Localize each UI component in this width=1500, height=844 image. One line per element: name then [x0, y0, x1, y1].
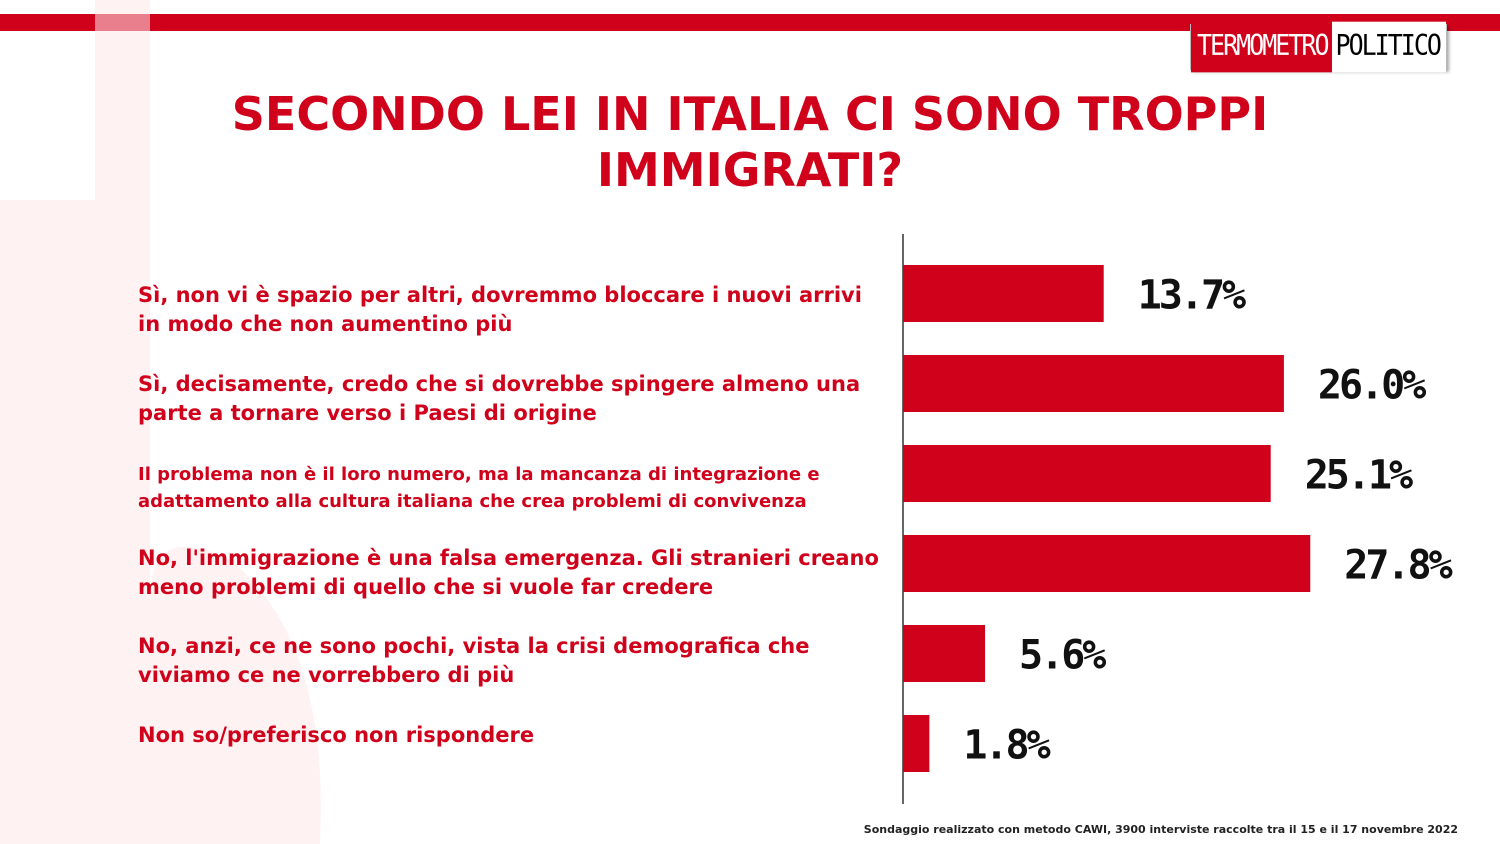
- logo-part-termometro: TERMOMETRO: [1191, 21, 1332, 73]
- top-stripe: [0, 14, 1500, 31]
- bar-4: [903, 535, 1311, 592]
- bar-3: [903, 445, 1271, 502]
- category-label-4: No, l'immigrazione è una falsa emergenza…: [138, 546, 879, 599]
- bar-2: [903, 355, 1284, 412]
- category-label-5: No, anzi, ce ne sono pochi, vista la cri…: [138, 634, 810, 687]
- data-label-1: 13.7%: [1138, 273, 1246, 319]
- footnote: Sondaggio realizzato con metodo CAWI, 39…: [863, 823, 1458, 836]
- data-label-4: 27.8%: [1344, 543, 1452, 589]
- chart-title: SECONDO LEI IN ITALIA CI SONO TROPPI IMM…: [231, 87, 1269, 197]
- background-watermark-shape: [0, 0, 321, 844]
- data-label-6: 1.8%: [963, 723, 1050, 769]
- data-label-2: 26.0%: [1318, 363, 1426, 409]
- category-label-3: Il problema non è il loro numero, ma la …: [138, 464, 820, 512]
- bar-6: [903, 715, 930, 772]
- bar-1: [903, 265, 1104, 322]
- logo-part-politico: POLITICO: [1331, 21, 1446, 73]
- termometro-politico-logo: TERMOMETRO POLITICO: [1190, 21, 1447, 73]
- category-label-2: Sì, decisamente, credo che si dovrebbe s…: [138, 372, 861, 425]
- data-label-5: 5.6%: [1019, 633, 1106, 679]
- data-label-3: 25.1%: [1305, 453, 1413, 499]
- bar-5: [903, 625, 986, 682]
- category-label-1: Sì, non vi è spazio per altri, dovremmo …: [138, 283, 862, 336]
- category-label-6: Non so/preferisco non rispondere: [138, 723, 535, 747]
